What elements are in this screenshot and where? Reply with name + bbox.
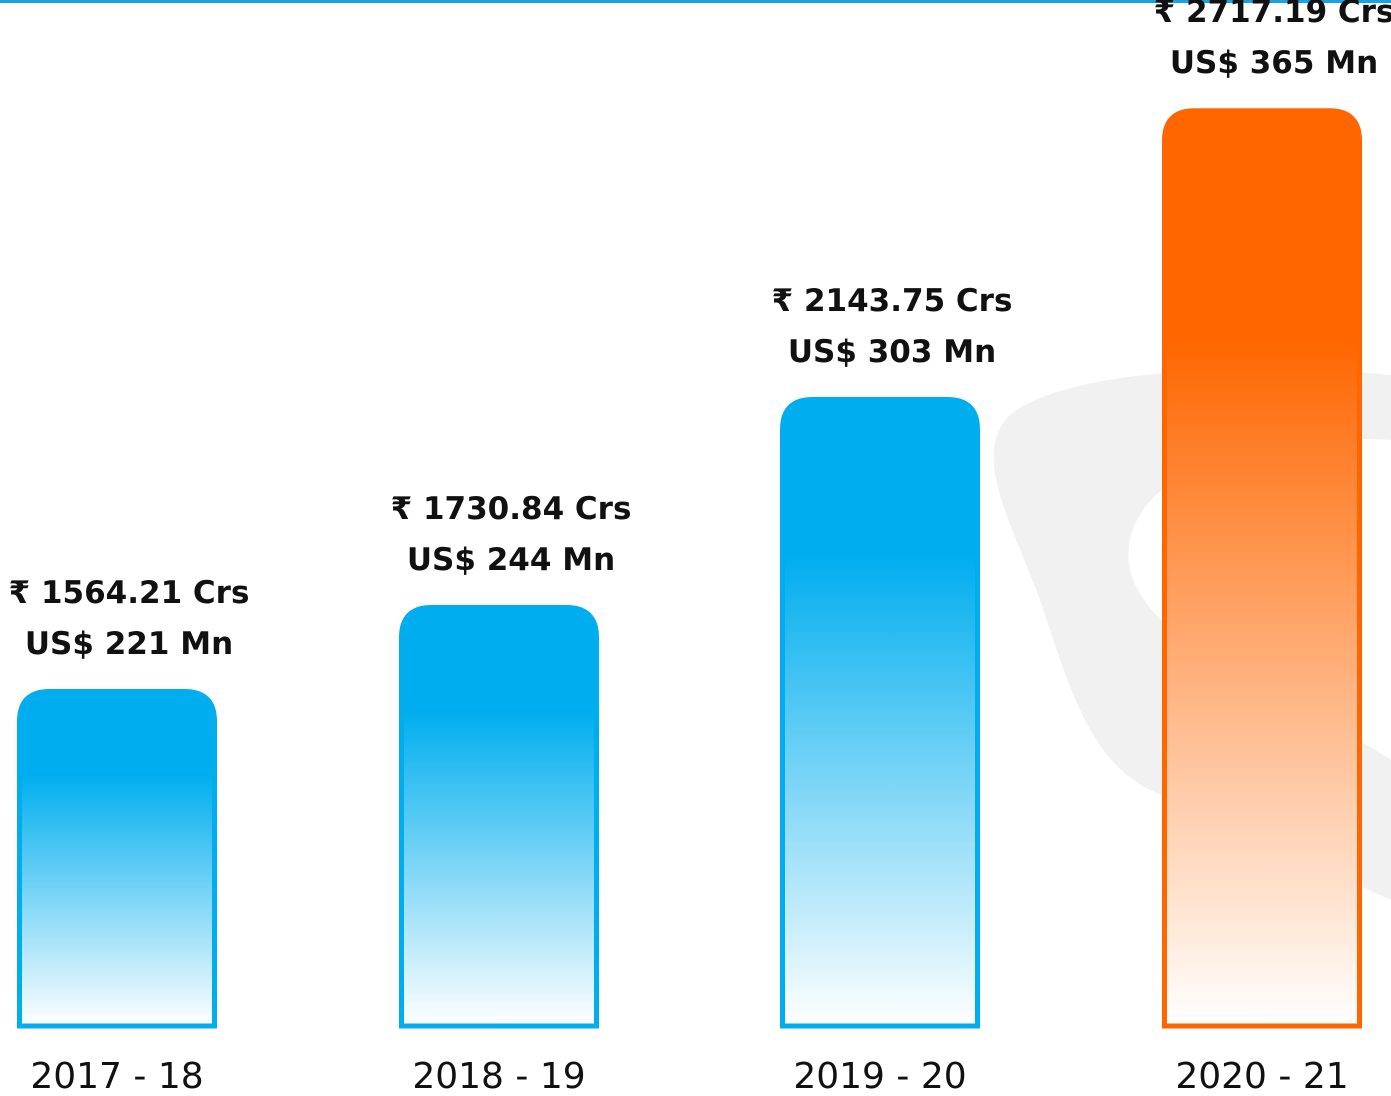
bar xyxy=(399,605,599,1029)
bar xyxy=(1162,108,1362,1029)
category-label: 2020 - 21 xyxy=(1175,1056,1348,1096)
value-label: ₹ 2717.19 Crs xyxy=(1154,0,1391,30)
bar xyxy=(780,397,980,1029)
top-rule xyxy=(0,0,1391,3)
value-label: ₹ 2143.75 Crs xyxy=(772,283,1013,319)
bar xyxy=(17,688,217,1029)
secondary-value-label: US$ 365 Mn xyxy=(1170,45,1378,81)
value-label: ₹ 1564.21 Crs xyxy=(9,575,250,611)
secondary-value-label: US$ 221 Mn xyxy=(25,626,233,662)
category-label: 2017 - 18 xyxy=(30,1056,203,1096)
category-label: 2018 - 19 xyxy=(412,1056,585,1096)
category-label: 2019 - 20 xyxy=(793,1056,966,1096)
value-label: ₹ 1730.84 Crs xyxy=(391,491,632,527)
secondary-value-label: US$ 303 Mn xyxy=(788,334,996,370)
secondary-value-label: US$ 244 Mn xyxy=(407,542,615,578)
